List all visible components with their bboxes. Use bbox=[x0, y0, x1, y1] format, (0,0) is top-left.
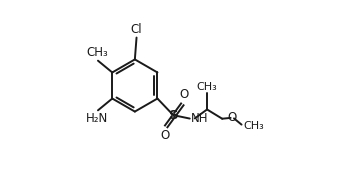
Text: S: S bbox=[170, 109, 179, 122]
Text: CH₃: CH₃ bbox=[197, 82, 217, 92]
Text: O: O bbox=[160, 129, 170, 142]
Text: CH₃: CH₃ bbox=[86, 46, 108, 59]
Text: O: O bbox=[228, 111, 237, 124]
Text: O: O bbox=[179, 88, 188, 101]
Text: CH₃: CH₃ bbox=[243, 121, 264, 131]
Text: Cl: Cl bbox=[131, 23, 142, 36]
Text: H₂N: H₂N bbox=[86, 112, 108, 125]
Text: NH: NH bbox=[191, 112, 209, 125]
